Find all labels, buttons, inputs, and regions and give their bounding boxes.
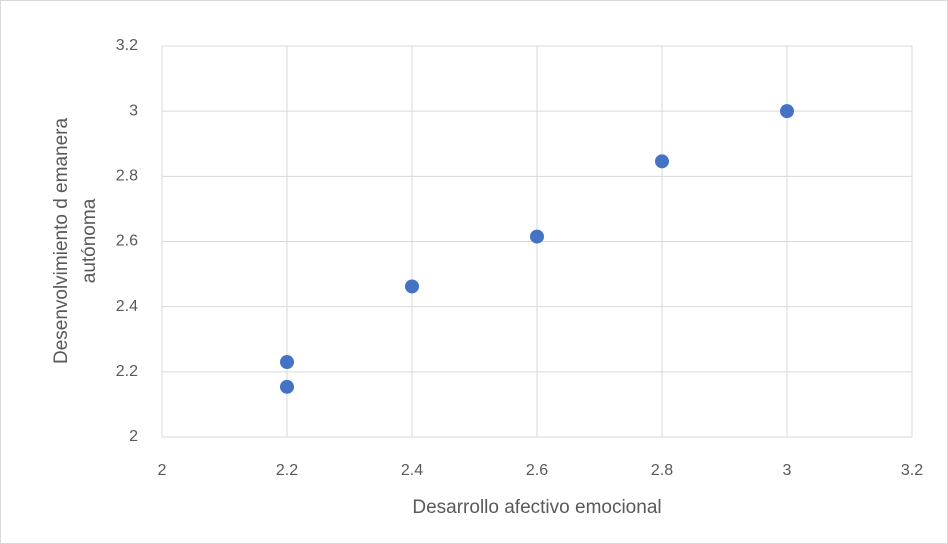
y-axis-label: Desenvolvimiento d emanera	[51, 118, 72, 365]
y-tick-label: 2	[129, 428, 138, 445]
x-tick-label: 3.2	[901, 462, 923, 479]
x-tick-label: 2.8	[651, 462, 673, 479]
y-axis-label: autónoma	[79, 198, 100, 283]
point	[405, 279, 419, 294]
x-tick-label: 2.6	[526, 462, 548, 479]
x-tick-label: 2	[158, 462, 167, 479]
y-tick-label: 3	[129, 102, 138, 119]
y-tick-label: 2.8	[116, 168, 138, 185]
x-tick-label: 2.2	[276, 462, 298, 479]
y-tick-label: 3.2	[116, 37, 138, 54]
point	[780, 104, 794, 119]
point	[530, 229, 544, 244]
y-tick-label: 2.4	[116, 298, 138, 315]
x-tick-label: 2.4	[401, 462, 423, 479]
x-axis-label: Desarrollo afectivo emocional	[412, 497, 661, 518]
y-tick-label: 2.2	[116, 363, 138, 380]
point	[280, 355, 294, 370]
y-tick-label: 2.6	[116, 233, 138, 250]
point	[280, 379, 294, 394]
point	[655, 154, 669, 169]
x-tick-label: 3	[783, 462, 792, 479]
